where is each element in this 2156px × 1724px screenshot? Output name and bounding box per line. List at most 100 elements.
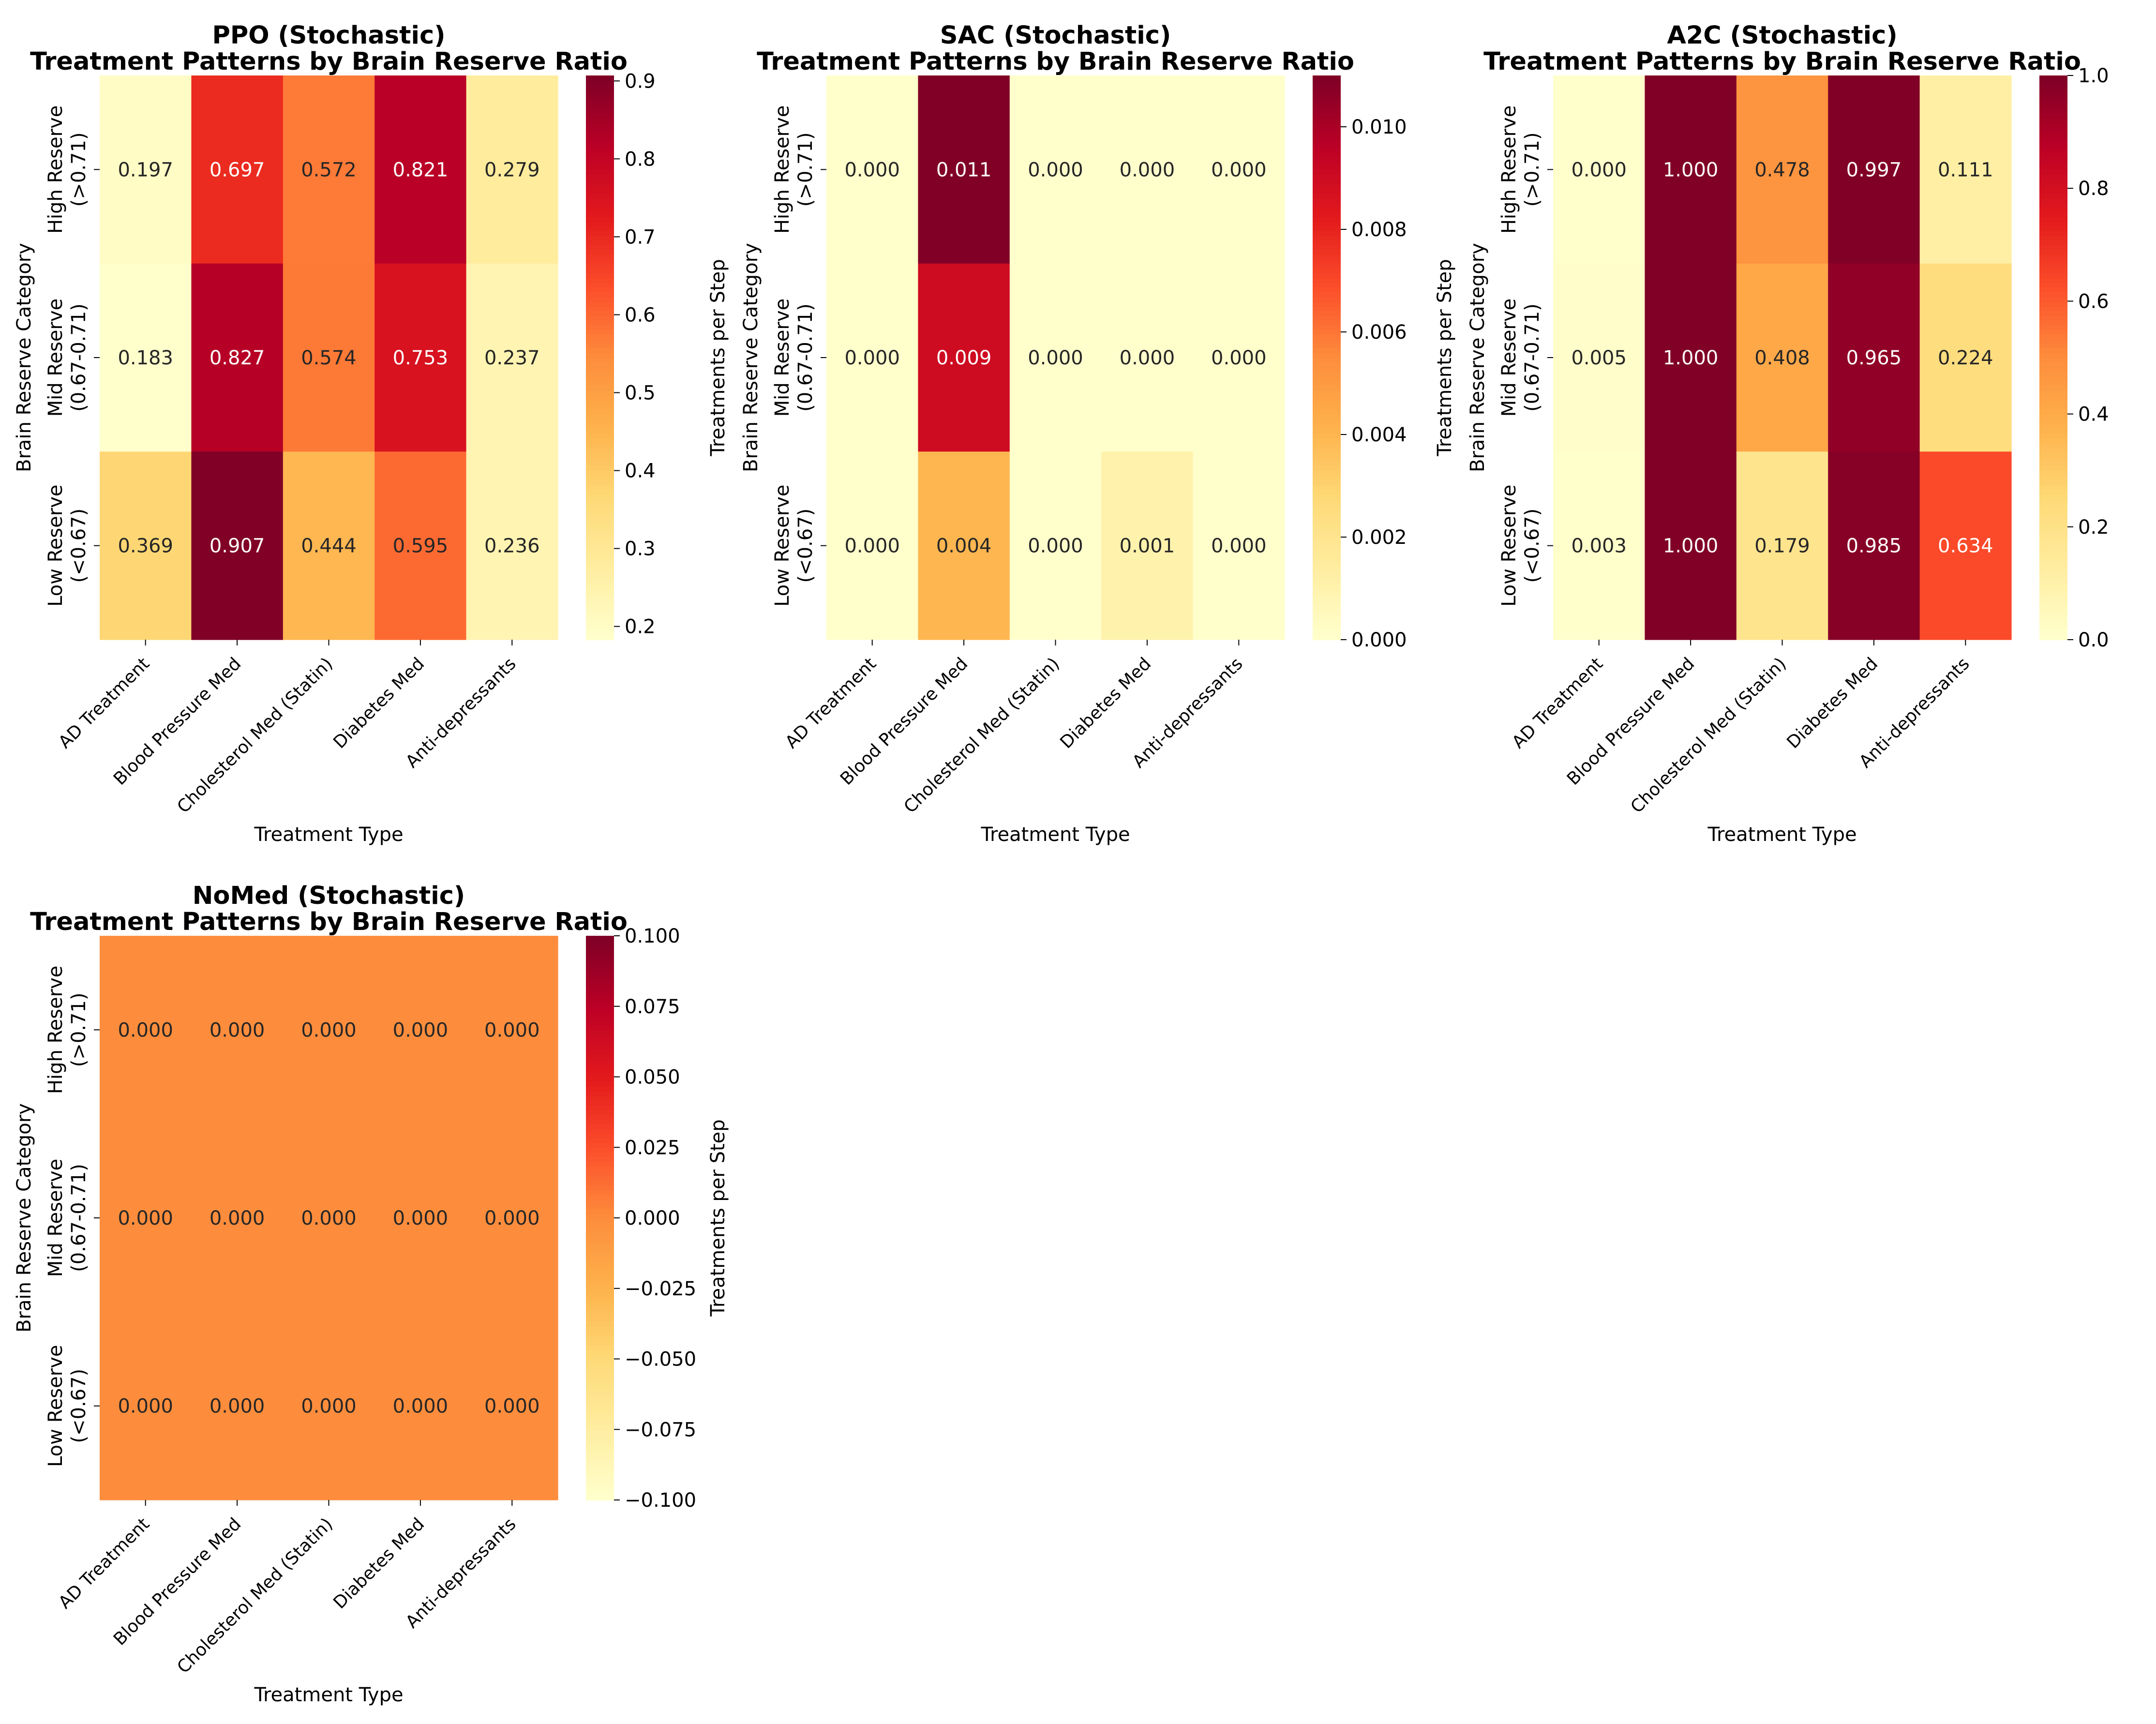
colorbar-segment	[586, 1053, 614, 1059]
colorbar-segment	[1313, 291, 1341, 297]
y-tick-label: (<0.67)	[794, 509, 817, 583]
colorbar-segment	[2039, 409, 2067, 415]
colorbar-segment	[586, 531, 614, 537]
colorbar-segment	[2039, 244, 2067, 250]
colorbar-segment	[1313, 136, 1341, 142]
colorbar-segment	[586, 484, 614, 490]
colorbar-segment	[1313, 343, 1341, 349]
colorbar-segment	[2039, 526, 2067, 532]
colorbar-segment	[1313, 540, 1341, 546]
colorbar-segment	[1313, 597, 1341, 603]
colorbar-segment	[586, 597, 614, 603]
colorbar-segment	[2039, 296, 2067, 302]
y-tick-label: (>0.71)	[68, 132, 90, 207]
colorbar-segment	[2039, 433, 2067, 438]
cell-label: 0.004	[936, 535, 992, 557]
colorbar-segment	[586, 954, 614, 960]
colorbar-segment	[2039, 540, 2067, 546]
colorbar-segment	[2039, 625, 2067, 631]
cell-label: 0.005	[1571, 347, 1627, 369]
colorbar-segment	[586, 442, 614, 448]
colorbar-segment	[2039, 258, 2067, 264]
colorbar-segment	[586, 1490, 614, 1496]
colorbar-tick-label: 0.100	[625, 925, 680, 947]
colorbar-segment	[2039, 465, 2067, 471]
panel-subtitle: Treatment Patterns by Brain Reserve Rati…	[30, 47, 628, 76]
cell-label: 0.821	[393, 159, 449, 181]
colorbar-segment	[586, 1429, 614, 1435]
colorbar-segment	[586, 1307, 614, 1313]
cell-label: 0.000	[1571, 159, 1627, 181]
colorbar-segment	[1313, 475, 1341, 480]
cell-label: 0.000	[393, 1207, 449, 1229]
colorbar-segment	[586, 1326, 614, 1332]
colorbar-segment	[586, 1194, 614, 1200]
colorbar-segment	[2039, 362, 2067, 368]
colorbar-segment	[586, 992, 614, 998]
colorbar-segment	[586, 451, 614, 457]
colorbar-segment	[1313, 616, 1341, 622]
colorbar-segment	[1313, 484, 1341, 490]
cell-label: 0.009	[936, 347, 992, 369]
colorbar-segment	[2039, 437, 2067, 443]
colorbar-segment	[2039, 503, 2067, 509]
heatmap-cell	[1919, 263, 2012, 452]
y-tick-label: Low Reserve	[1498, 485, 1520, 607]
y-tick-label: (0.67-0.71)	[794, 303, 817, 412]
colorbar-segment	[2039, 461, 2067, 466]
colorbar-segment	[2039, 240, 2067, 245]
colorbar-segment	[1313, 362, 1341, 368]
colorbar-segment	[2039, 498, 2067, 504]
colorbar-segment	[586, 437, 614, 443]
colorbar-segment	[2039, 310, 2067, 316]
colorbar-segment	[1313, 526, 1341, 532]
colorbar-segment	[2039, 358, 2067, 363]
x-axis-label: Treatment Type	[254, 1684, 403, 1706]
cell-label: 0.197	[118, 159, 173, 181]
colorbar-segment	[1313, 428, 1341, 434]
colorbar-segment	[586, 1293, 614, 1299]
colorbar-segment	[586, 1462, 614, 1468]
colorbar-segment	[2039, 555, 2067, 560]
y-axis-label: Brain Reserve Category	[13, 1103, 35, 1333]
colorbar-segment	[1313, 150, 1341, 156]
colorbar-segment	[586, 1100, 614, 1106]
colorbar-segment	[586, 1227, 614, 1233]
y-tick-label: (<0.67)	[68, 509, 90, 583]
colorbar-segment	[586, 386, 614, 391]
heatmap-cell	[1736, 451, 1828, 640]
colorbar-segment	[1313, 376, 1341, 382]
y-tick-label: Low Reserve	[771, 485, 794, 607]
cell-label: 0.000	[393, 1395, 449, 1418]
colorbar-segment	[586, 1044, 614, 1049]
colorbar-segment	[1313, 390, 1341, 396]
colorbar-segment	[586, 240, 614, 245]
colorbar-segment	[586, 508, 614, 513]
colorbar-segment	[586, 606, 614, 612]
colorbar-segment	[2039, 113, 2067, 119]
colorbar-segment	[586, 90, 614, 95]
y-tick-label: (0.67-0.71)	[68, 303, 90, 412]
colorbar-segment	[586, 85, 614, 90]
colorbar-segment	[1313, 635, 1341, 640]
y-axis-label: Brain Reserve Category	[1467, 243, 1489, 472]
colorbar-segment	[2039, 287, 2067, 292]
heatmap-cell	[374, 936, 467, 1124]
cell-label: 0.965	[1846, 347, 1902, 369]
heatmap-cell	[374, 451, 467, 640]
colorbar-segment	[1313, 202, 1341, 208]
colorbar-segment	[1313, 132, 1341, 137]
colorbar-segment	[586, 423, 614, 429]
colorbar-segment	[1313, 99, 1341, 105]
colorbar-segment	[586, 146, 614, 151]
colorbar-segment	[586, 419, 614, 424]
colorbar-segment	[2039, 390, 2067, 396]
colorbar-segment	[586, 1175, 614, 1181]
colorbar-segment	[1313, 301, 1341, 307]
colorbar-segment	[1313, 602, 1341, 607]
colorbar-segment	[2039, 216, 2067, 222]
colorbar-segment	[2039, 545, 2067, 551]
colorbar-segment	[2039, 630, 2067, 636]
colorbar-tick-label: 0.7	[625, 226, 656, 248]
y-tick-label: (0.67-0.71)	[1521, 303, 1543, 412]
